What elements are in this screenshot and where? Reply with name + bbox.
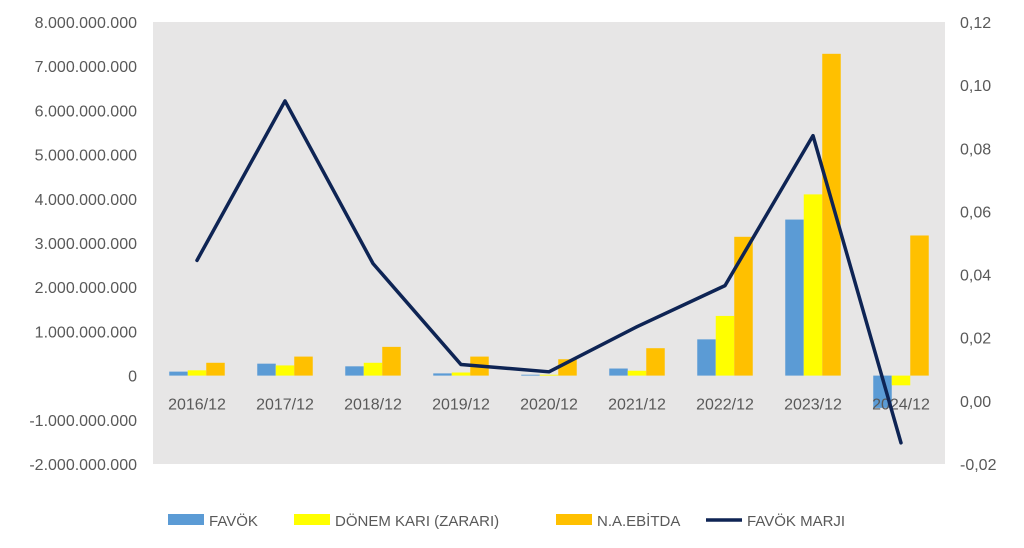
y-tick-label: -2.000.000.000 (29, 457, 137, 474)
x-tick-label: 2016/12 (168, 397, 226, 414)
y2-tick-label: 0,06 (960, 204, 991, 221)
y-axis-right: 0,12 0,10 0,08 0,06 0,04 0,02 0,00 -0,02 (960, 15, 997, 474)
y2-tick-label: 0,12 (960, 15, 991, 32)
bar-n-a-ebi-tda-2018-12 (382, 346, 401, 376)
y-tick-label: 6.000.000.000 (35, 103, 137, 120)
bar-fav-k-2019-12 (433, 373, 452, 376)
x-tick-label: 2021/12 (608, 397, 666, 414)
bar-d-nem-kari-zarari--2022-12 (715, 315, 735, 376)
legend-swatch (556, 514, 592, 525)
y-tick-label: 4.000.000.000 (35, 192, 137, 209)
bar-fav-k-2020-12 (521, 374, 540, 376)
y2-tick-label: 0,04 (960, 268, 991, 285)
y2-tick-label: 0,08 (960, 141, 991, 158)
bar-n-a-ebi-tda-2017-12 (294, 356, 313, 376)
y-tick-label: 7.000.000.000 (35, 59, 137, 76)
y-tick-label: 2.000.000.000 (35, 280, 137, 297)
x-axis-labels: 2016/12 2017/12 2018/12 2019/12 2020/12 2021/… (168, 397, 930, 414)
legend-label: DÖNEM KARI (ZARARI) (335, 512, 499, 530)
legend-label: N.A.EBİTDA (597, 512, 680, 530)
bar-n-a-ebi-tda-2024-12 (910, 235, 929, 376)
bar-d-nem-kari-zarari--2024-12 (891, 375, 911, 386)
x-tick-label: 2024/12 (872, 397, 930, 414)
bar-n-a-ebi-tda-2022-12 (734, 236, 753, 376)
y-tick-label: 3.000.000.000 (35, 236, 137, 253)
y2-tick-label: 0,02 (960, 331, 991, 348)
bar-d-nem-kari-zarari--2023-12 (803, 194, 823, 376)
bar-fav-k-2017-12 (257, 363, 276, 376)
legend-label: FAVÖK MARJI (747, 512, 845, 530)
bar-fav-k-2018-12 (345, 366, 364, 376)
x-tick-label: 2018/12 (344, 397, 402, 414)
bar-n-a-ebi-tda-2023-12 (822, 53, 841, 376)
legend-swatch (294, 514, 330, 525)
bar-n-a-ebi-tda-2021-12 (646, 348, 665, 376)
x-tick-label: 2020/12 (520, 397, 578, 414)
legend: FAVÖK DÖNEM KARI (ZARARI) N.A.EBİTDA FAVÖK … (168, 512, 845, 530)
x-tick-label: 2022/12 (696, 397, 754, 414)
x-tick-label: 2019/12 (432, 397, 490, 414)
bar-n-a-ebi-tda-2016-12 (206, 362, 225, 376)
line-series-group (195, 99, 903, 445)
y-axis-left: 8.000.000.000 7.000.000.000 6.000.000.000 5… (29, 15, 137, 474)
bar-d-nem-kari-zarari--2020-12 (539, 374, 559, 376)
legend-swatch (168, 514, 204, 525)
bar-d-nem-kari-zarari--2017-12 (275, 365, 295, 376)
bar-fav-k-2021-12 (609, 368, 628, 376)
y-tick-label: 1.000.000.000 (35, 324, 137, 341)
y2-tick-label: 0,00 (960, 394, 991, 411)
bar-d-nem-kari-zarari--2019-12 (451, 372, 471, 376)
bar-d-nem-kari-zarari--2016-12 (187, 370, 207, 376)
y-tick-label: -1.000.000.000 (29, 413, 137, 430)
y2-tick-label: 0,10 (960, 78, 991, 95)
bar-d-nem-kari-zarari--2018-12 (363, 362, 383, 376)
y-tick-label: 0 (128, 369, 137, 386)
bar-fav-k-2023-12 (785, 219, 804, 376)
bar-fav-k-2016-12 (169, 371, 188, 376)
legend-label: FAVÖK (209, 512, 258, 530)
bar-d-nem-kari-zarari--2021-12 (627, 370, 647, 376)
y2-tick-label: -0,02 (960, 457, 997, 474)
bar-fav-k-2022-12 (697, 339, 716, 376)
x-tick-label: 2017/12 (256, 397, 314, 414)
x-tick-label: 2023/12 (784, 397, 842, 414)
y-tick-label: 5.000.000.000 (35, 148, 137, 165)
bar-series-group (169, 53, 929, 408)
y-tick-label: 8.000.000.000 (35, 15, 137, 32)
